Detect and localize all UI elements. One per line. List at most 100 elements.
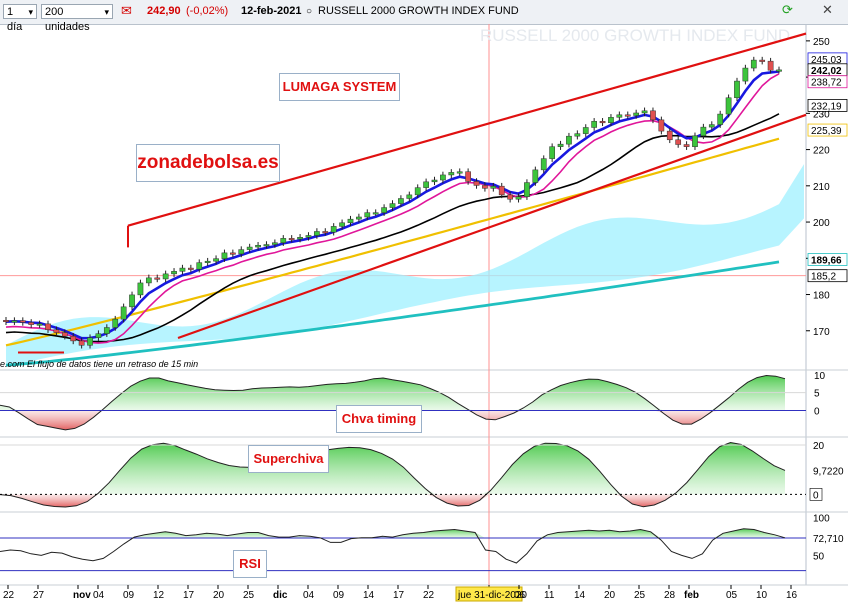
volatility-channel — [18, 32, 807, 354]
instrument-radio-icon[interactable]: ○ — [306, 6, 313, 17]
candle — [658, 116, 665, 135]
ma-teal-line — [5, 260, 780, 367]
chva-negative-area — [0, 410, 785, 430]
candle — [145, 274, 152, 287]
candle-up — [549, 146, 555, 159]
channel-lower — [177, 113, 807, 340]
refresh-icon[interactable]: ⟳ — [782, 2, 793, 17]
candle — [78, 337, 85, 349]
candle — [70, 332, 77, 345]
candle — [347, 215, 354, 227]
candle-up — [708, 124, 715, 128]
candle — [616, 111, 623, 121]
candle — [230, 249, 236, 258]
candle-up — [196, 262, 203, 270]
candle-up — [389, 203, 396, 208]
period-dropdown[interactable]: 1 día — [3, 4, 37, 33]
chva-tick-label: 5 — [814, 389, 820, 400]
candle-up — [725, 97, 732, 115]
x-tick-label: 20 — [213, 590, 225, 601]
price-date: 12-feb-2021 — [241, 5, 302, 17]
candle — [246, 243, 253, 253]
candle-up — [742, 67, 749, 82]
candle-up — [171, 271, 177, 275]
x-tick-label: 17 — [183, 590, 195, 601]
candle-up — [120, 306, 127, 320]
candle — [650, 107, 656, 124]
superchiva-line — [0, 441, 786, 508]
candle-down — [53, 329, 60, 333]
cloud-band — [6, 164, 804, 366]
x-tick-label: 12 — [153, 590, 165, 601]
candle — [666, 127, 673, 144]
candle-up — [272, 242, 278, 245]
candle-up — [36, 323, 43, 326]
price-change: (-0,02%) — [186, 5, 229, 17]
candle — [465, 168, 471, 185]
x-tick-label: 04 — [93, 590, 105, 601]
candle — [456, 168, 463, 176]
toolbar: 1 día 200 unidades ✉ 242,90 (-0,02%) 12-… — [0, 0, 848, 33]
candle — [540, 155, 547, 174]
candle-up — [423, 181, 429, 188]
candle — [381, 204, 387, 216]
candle-down — [3, 320, 9, 323]
candles — [3, 56, 782, 349]
candle-down — [473, 181, 480, 186]
candle — [532, 166, 539, 186]
candle — [624, 111, 631, 119]
x-tick-label: 22 — [3, 590, 15, 601]
candle — [19, 317, 26, 326]
moving-averages — [5, 70, 780, 367]
x-tick-label: 28 — [664, 590, 676, 601]
x-tick-label: 14 — [363, 590, 375, 601]
x-tick-label: 04 — [303, 590, 315, 601]
candle — [633, 109, 640, 119]
candle — [725, 94, 732, 118]
candle-down — [683, 144, 690, 147]
x-tick-label: nov — [73, 590, 91, 601]
price-labels: 170180190200210220230240250245,03242,022… — [806, 37, 848, 338]
candle-down — [666, 130, 673, 141]
candle — [255, 241, 261, 251]
candle — [272, 239, 278, 248]
candle-up — [398, 198, 404, 204]
candle-up — [515, 196, 522, 200]
y-tick-label: 210 — [813, 182, 830, 193]
ma-black-line — [5, 113, 780, 343]
candle — [582, 124, 589, 137]
candle-up — [204, 260, 211, 263]
candle-up — [734, 80, 740, 99]
price-chart[interactable]: RUSSELL 2000 GROWTH INDEX FUND 170180190… — [0, 24, 848, 603]
candle-up — [591, 121, 598, 128]
price-label-text: 189,66 — [811, 256, 842, 267]
candle-up — [641, 110, 648, 114]
candle — [238, 246, 245, 258]
alert-icon[interactable]: ✉ — [121, 3, 132, 18]
candle — [280, 235, 287, 246]
candle — [120, 303, 127, 323]
x-tick-label: 25 — [243, 590, 255, 601]
close-icon[interactable]: ✕ — [822, 2, 833, 17]
candle — [524, 179, 530, 200]
candle-down — [767, 60, 774, 71]
price-label-box — [807, 123, 848, 137]
candle-up — [540, 158, 547, 171]
superchiva-negative-area — [0, 494, 785, 507]
x-axis: 22 27 nov 04 09 12 17 20 25 dic 04 09 14 17 22 jue 31-d… — [3, 585, 798, 602]
x-tick-label: 27 — [33, 590, 45, 601]
units-dropdown[interactable]: 200 unidades — [41, 4, 113, 33]
superchiva-tick-label: 9,7220 — [813, 466, 844, 477]
candle-up — [339, 222, 345, 227]
candle-down — [154, 277, 161, 280]
candle-down — [498, 185, 505, 196]
candle — [129, 291, 135, 311]
lumaga-system-label: LUMAGA SYSTEM — [279, 73, 400, 101]
candle-down — [650, 110, 656, 121]
candle — [187, 264, 194, 273]
candle-up — [297, 237, 303, 240]
candle — [339, 219, 345, 230]
candle-up — [776, 69, 782, 72]
candle — [204, 257, 211, 266]
y-tick-label: 180 — [813, 291, 830, 302]
